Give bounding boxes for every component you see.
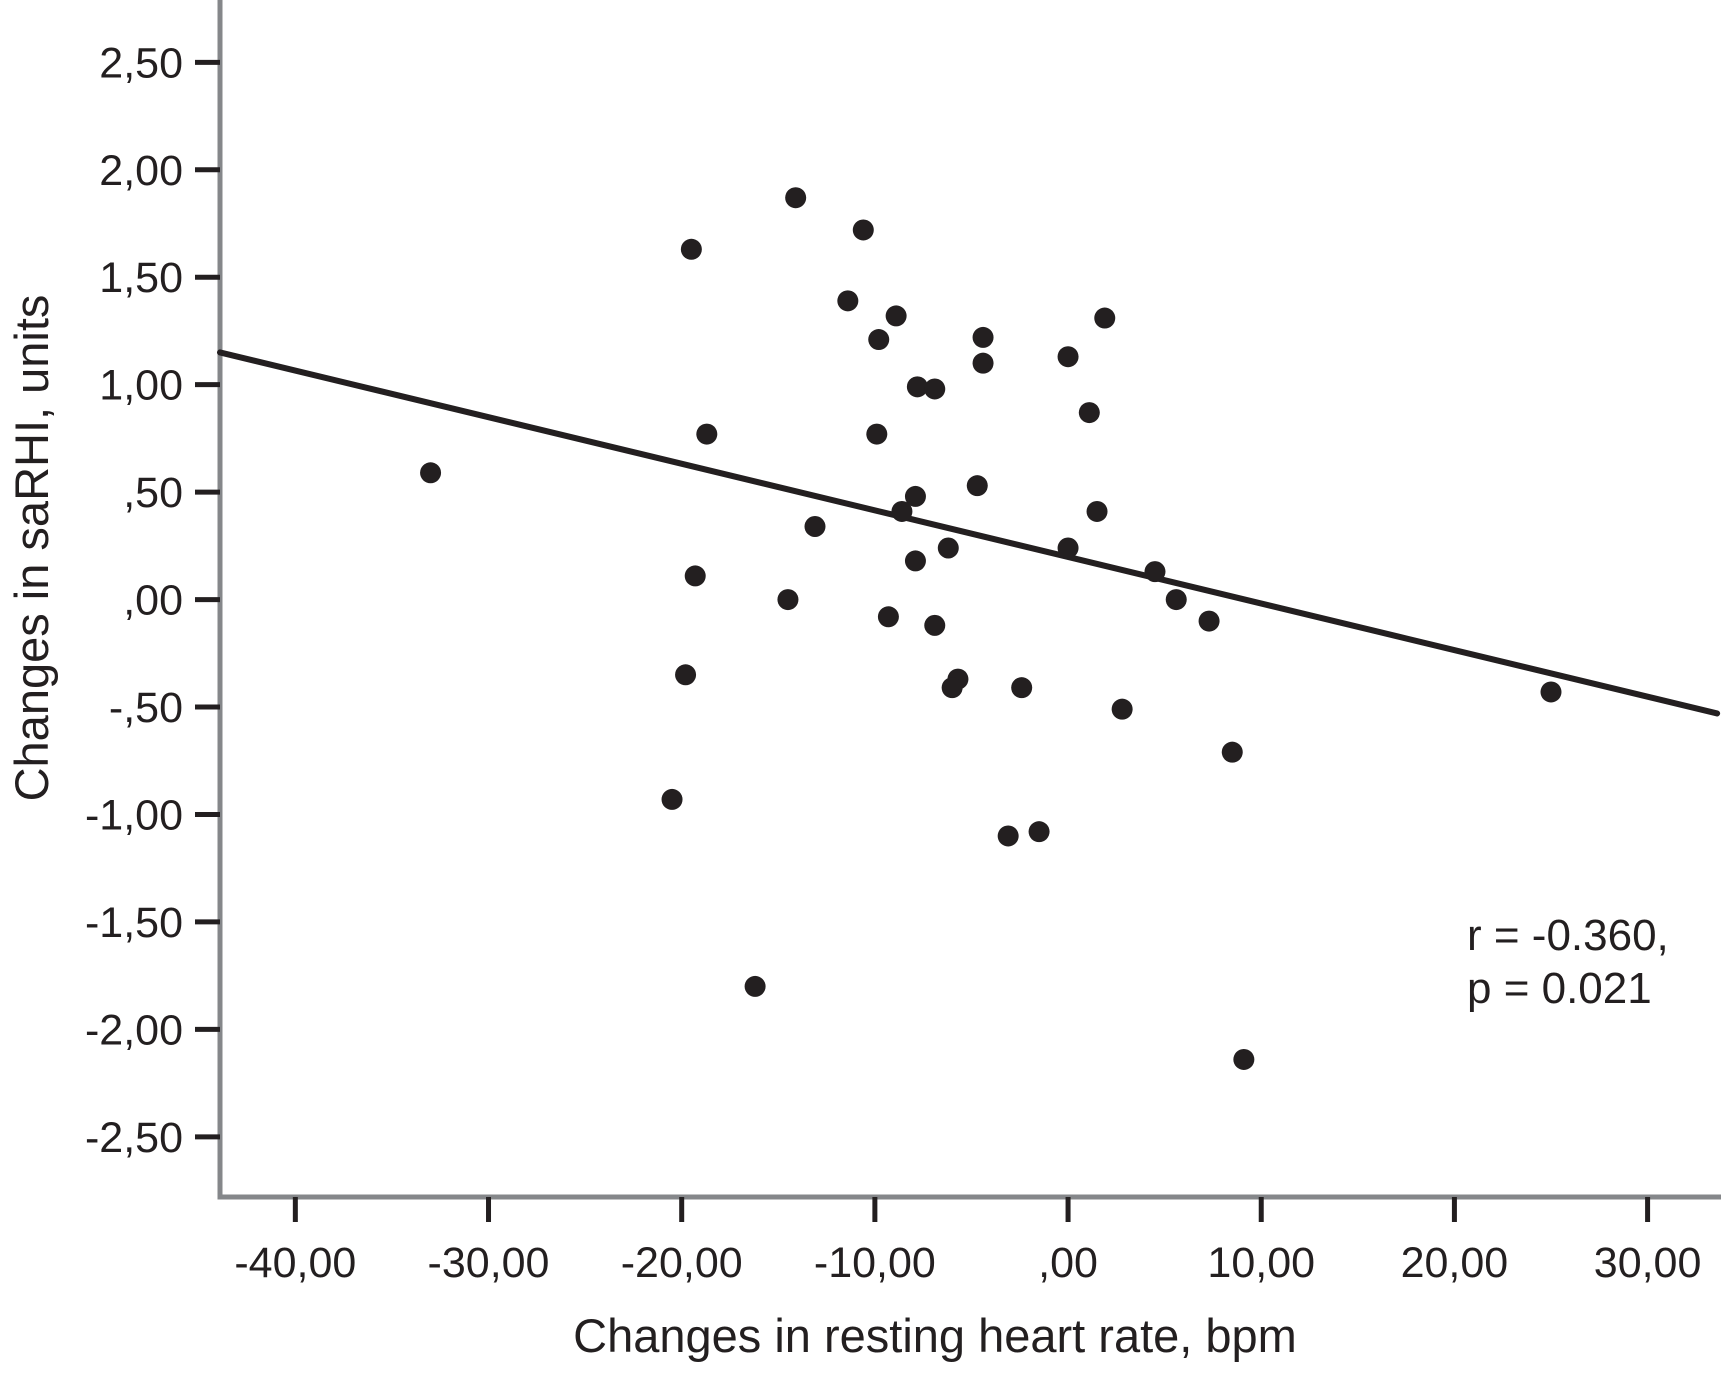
data-point bbox=[966, 475, 988, 497]
x-tick-label: -30,00 bbox=[428, 1239, 550, 1287]
data-point bbox=[1011, 677, 1033, 699]
data-point bbox=[1221, 741, 1243, 763]
data-point bbox=[680, 238, 702, 260]
data-point bbox=[877, 606, 899, 628]
data-point bbox=[906, 376, 928, 398]
data-point bbox=[675, 664, 697, 686]
y-tick-label: 1,50 bbox=[99, 254, 183, 302]
data-point bbox=[1111, 698, 1133, 720]
y-tick-label: ,00 bbox=[123, 577, 183, 625]
data-point bbox=[1233, 1048, 1255, 1070]
data-point bbox=[924, 378, 946, 400]
data-point bbox=[785, 187, 807, 209]
x-tick-label: -20,00 bbox=[621, 1239, 743, 1287]
data-point bbox=[852, 219, 874, 241]
y-tick-label: 1,00 bbox=[99, 362, 183, 410]
y-tick-label: -1,00 bbox=[85, 791, 183, 839]
data-point bbox=[1144, 561, 1166, 583]
data-point bbox=[904, 550, 926, 572]
data-point bbox=[885, 305, 907, 327]
data-point bbox=[941, 677, 963, 699]
x-tick-label: 30,00 bbox=[1594, 1239, 1702, 1287]
data-point bbox=[866, 423, 888, 445]
y-tick-label: 2,00 bbox=[99, 147, 183, 195]
regression-line bbox=[217, 349, 1721, 717]
regression-line-layer bbox=[217, 349, 1721, 717]
y-axis-title: Changes in saRHI, units bbox=[5, 295, 58, 802]
x-tick-label: ,00 bbox=[1038, 1239, 1098, 1287]
correlation-r-annotation: r = -0.360, bbox=[1467, 911, 1669, 960]
x-tick-label: 10,00 bbox=[1207, 1239, 1315, 1287]
x-tick-label: -10,00 bbox=[814, 1239, 936, 1287]
data-point bbox=[1078, 402, 1100, 424]
x-axis-title: Changes in resting heart rate, bpm bbox=[573, 1309, 1297, 1362]
data-point bbox=[1028, 821, 1050, 843]
y-tick-label: -2,00 bbox=[85, 1006, 183, 1054]
data-point bbox=[696, 423, 718, 445]
data-point bbox=[868, 329, 890, 351]
data-point bbox=[904, 485, 926, 507]
data-point bbox=[777, 589, 799, 611]
data-points-layer bbox=[420, 187, 1562, 1070]
data-point bbox=[1165, 589, 1187, 611]
y-tick-label: -2,50 bbox=[85, 1114, 183, 1162]
data-point bbox=[1057, 346, 1079, 368]
data-point bbox=[1540, 681, 1562, 703]
data-point bbox=[1086, 500, 1108, 522]
data-point bbox=[891, 500, 913, 522]
x-tick-label: 20,00 bbox=[1401, 1239, 1509, 1287]
data-point bbox=[744, 975, 766, 997]
data-point bbox=[997, 825, 1019, 847]
axes-layer: 2,50 2,00 1,50 1,00 ,50 ,00 -,50 -1,00 -1,50 -2,0… bbox=[85, 0, 1721, 1287]
data-point bbox=[972, 326, 994, 348]
data-point bbox=[661, 788, 683, 810]
data-point bbox=[837, 290, 859, 312]
data-point bbox=[684, 565, 706, 587]
data-point bbox=[1094, 307, 1116, 329]
y-tick-label: 2,50 bbox=[99, 39, 183, 87]
x-tick-label: -40,00 bbox=[234, 1239, 356, 1287]
data-point bbox=[972, 352, 994, 374]
data-point bbox=[804, 516, 826, 538]
correlation-p-annotation: p = 0.021 bbox=[1467, 964, 1652, 1013]
data-point bbox=[1057, 537, 1079, 559]
data-point bbox=[937, 537, 959, 559]
data-point bbox=[924, 614, 946, 636]
data-point bbox=[1198, 610, 1220, 632]
y-tick-label: -,50 bbox=[109, 684, 183, 732]
y-tick-label: ,50 bbox=[123, 469, 183, 517]
y-tick-label: -1,50 bbox=[85, 899, 183, 947]
data-point bbox=[420, 462, 442, 484]
